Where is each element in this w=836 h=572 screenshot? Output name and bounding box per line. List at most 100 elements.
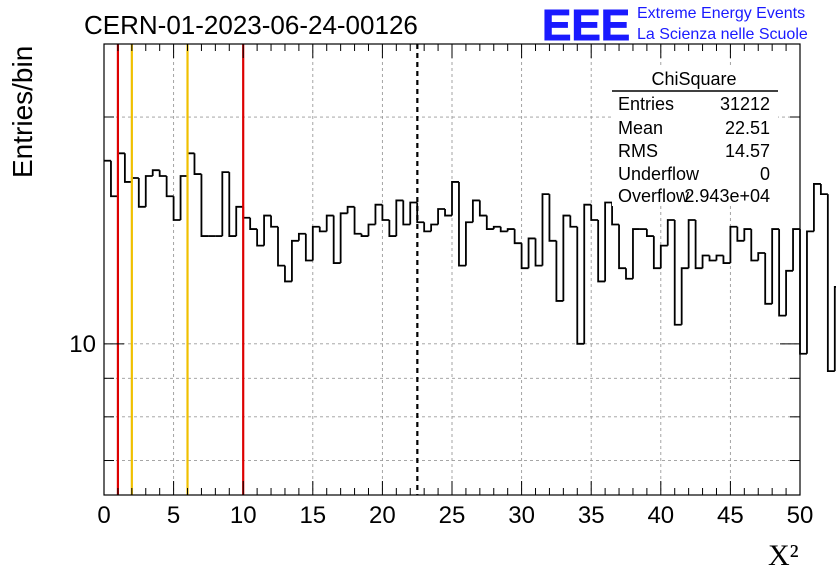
histogram-bin: [193, 153, 202, 175]
histogram-bin: [465, 221, 473, 266]
histogram-bin: [297, 232, 306, 241]
histogram-bin: [444, 208, 452, 217]
stats-label-mean: Mean: [618, 118, 663, 138]
histogram-bin: [513, 229, 522, 245]
histogram-bin: [806, 230, 814, 354]
histogram-bin: [534, 238, 543, 267]
histogram-bin: [123, 153, 132, 183]
histogram-bin: [771, 228, 780, 304]
x-tick-label: 25: [439, 502, 466, 529]
run-title: CERN-01-2023-06-24-00126: [84, 10, 418, 40]
histogram-bin: [499, 226, 508, 233]
histogram-bin: [659, 244, 668, 269]
histogram-bin: [722, 255, 731, 264]
histogram-bin: [750, 229, 759, 262]
histogram-bin: [757, 252, 766, 261]
histogram-bin: [680, 267, 689, 325]
stats-value-entries: 31212: [720, 94, 770, 114]
x-tick-label: 20: [369, 502, 396, 529]
stats-label-entries: Entries: [618, 94, 674, 114]
histogram-bin: [228, 172, 237, 237]
histogram-bin: [402, 200, 411, 226]
histogram-bin: [277, 226, 285, 267]
histogram-bin: [374, 203, 383, 225]
histogram-bin: [165, 176, 174, 198]
histogram-bin: [555, 240, 564, 302]
histogram-bin: [632, 228, 640, 279]
y-tick-label: 10: [69, 331, 96, 358]
x-tick-label: 35: [578, 502, 605, 529]
grid-lines: [104, 44, 800, 495]
x-tick-labels: 0 5 10 15 20 25 30 35 40 45 50: [97, 502, 813, 529]
axis-ticks: [103, 44, 801, 495]
stats-label-underflow: Underflow: [618, 164, 700, 184]
histogram-bin: [485, 215, 494, 230]
histogram-bin: [701, 254, 710, 269]
logo-line-2: La Scienza nelle Scuole: [637, 26, 808, 43]
x-tick-label: 10: [230, 502, 257, 529]
histogram-bin: [687, 219, 696, 269]
histogram-bars: [104, 152, 836, 373]
histogram-bin: [527, 237, 536, 269]
x-tick-label: 50: [787, 502, 814, 529]
histogram-bin: [492, 225, 501, 230]
histogram-bin: [673, 219, 682, 326]
histogram-bin: [736, 226, 745, 242]
histogram-bin: [458, 181, 466, 267]
histogram-bin: [478, 200, 487, 217]
histogram-bin: [625, 268, 633, 280]
histogram-bin: [158, 170, 167, 177]
histogram-bin: [437, 208, 446, 225]
histogram-bin: [144, 175, 153, 207]
histogram-bin: [318, 226, 327, 233]
histogram-bin: [826, 194, 835, 373]
histogram-bin: [409, 201, 418, 225]
cut-lines: [116, 44, 419, 495]
histogram-bin: [311, 225, 320, 261]
stats-value-mean: 22.51: [725, 118, 770, 138]
histogram-bin: [833, 285, 836, 372]
histogram-bin: [506, 228, 515, 232]
x-tick-label: 30: [508, 502, 535, 529]
y-axis-label: Entries/bin: [7, 46, 38, 178]
histogram-bin: [291, 239, 299, 282]
histogram-bin: [729, 225, 738, 264]
stats-value-overflow: 2.943e+04: [684, 186, 770, 206]
histogram-bin: [360, 233, 369, 237]
histogram-bin: [666, 219, 675, 246]
histogram-bin: [541, 193, 550, 266]
histogram-bin: [151, 169, 160, 177]
x-tick-label: 45: [717, 502, 744, 529]
eee-logo-text: EEE: [542, 1, 630, 50]
x-axis-label: X²: [768, 539, 799, 572]
histogram-bin: [792, 228, 800, 271]
y-tick-labels: 10: [69, 331, 96, 358]
histogram-bin: [284, 265, 292, 283]
histogram-bin: [520, 243, 529, 270]
histogram-bin: [569, 215, 578, 228]
logo-line-1: Extreme Energy Events: [637, 5, 805, 22]
x-tick-label: 40: [647, 502, 674, 529]
histogram-bin: [221, 171, 230, 237]
histogram-bin: [256, 229, 265, 247]
histogram-bin: [339, 212, 348, 264]
histogram-bin: [263, 214, 272, 246]
histogram-bin: [249, 217, 258, 230]
histogram-bin: [813, 183, 821, 232]
histogram-bin: [270, 215, 278, 228]
histogram-bin: [388, 219, 397, 237]
histogram-bin: [137, 177, 146, 208]
histogram-bin: [583, 203, 592, 344]
histogram-bin: [325, 214, 334, 232]
histogram-bin: [576, 226, 585, 345]
histogram-bin: [381, 204, 390, 221]
histogram-bin: [799, 229, 807, 355]
histogram-bin: [645, 229, 654, 237]
histogram-bin: [694, 219, 703, 270]
x-tick-label: 5: [167, 502, 180, 529]
histogram-bin: [172, 196, 181, 221]
histogram-bin: [618, 224, 626, 270]
histogram-bin: [367, 223, 376, 237]
stats-label-overflow: Overflow: [618, 186, 690, 206]
